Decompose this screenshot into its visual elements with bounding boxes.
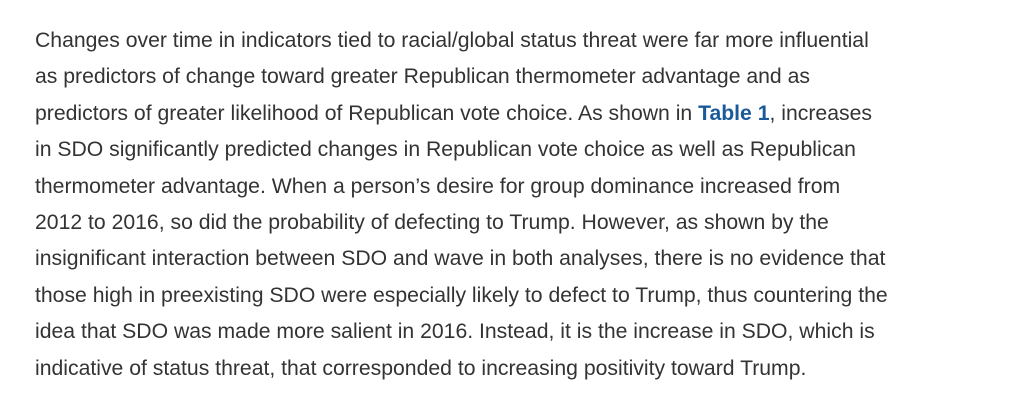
paragraph-line-9: idea that SDO was made more salient in 2…	[35, 320, 875, 344]
body-paragraph: Changes over time in indicators tied to …	[35, 23, 995, 387]
paragraph-line-3-before-link: predictors of greater likelihood of Repu…	[35, 101, 699, 125]
paragraph-line-8: those high in preexisting SDO were espec…	[35, 283, 888, 307]
paragraph-line-6: 2012 to 2016, so did the probability of …	[35, 211, 829, 235]
paragraph-line-3-after-link: , increases	[769, 101, 872, 125]
paragraph-line-3: predictors of greater likelihood of Repu…	[35, 96, 995, 132]
paragraph-line-4: in SDO significantly predicted changes i…	[35, 138, 856, 162]
paragraph-line-10: indicative of status threat, that corres…	[35, 356, 807, 380]
paragraph-line-5: thermometer advantage. When a person’s d…	[35, 174, 841, 198]
paragraph-line-2: as predictors of change toward greater R…	[35, 65, 810, 89]
paragraph-line-7: insignificant interaction between SDO an…	[35, 247, 886, 271]
table-1-link[interactable]: Table 1	[698, 101, 770, 125]
paragraph-line-1: Changes over time in indicators tied to …	[35, 29, 869, 52]
